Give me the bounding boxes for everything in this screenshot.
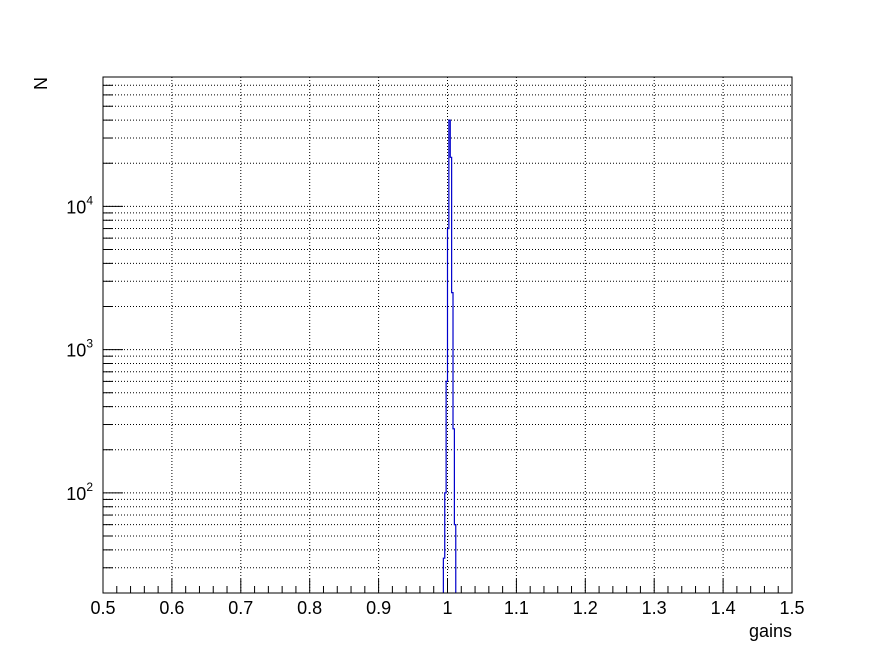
x-tick-label: 1.3 <box>642 598 667 618</box>
y-ticks: 102 103 104 <box>66 76 123 594</box>
x-tick-label: 0.5 <box>90 598 115 618</box>
x-ticks: 0.5 0.6 0.7 0.8 0.9 1 1.1 1.2 1.3 1.4 1.5 <box>90 579 805 618</box>
x-tick-label: 1.1 <box>504 598 529 618</box>
histogram <box>442 119 457 593</box>
x-tick-label: 0.7 <box>228 598 253 618</box>
x-tick-label: 0.6 <box>159 598 184 618</box>
y-axis-title: N <box>31 77 51 90</box>
grid <box>103 76 792 594</box>
x-tick-label: 1.4 <box>711 598 736 618</box>
y-tick-label: 104 <box>66 193 93 217</box>
x-tick-label: 1.5 <box>779 598 804 618</box>
y-tick-label: 102 <box>66 480 93 504</box>
histogram-outline <box>442 119 457 593</box>
x-tick-label: 1 <box>442 598 452 618</box>
x-tick-label: 0.9 <box>366 598 391 618</box>
x-axis-title: gains <box>749 621 792 641</box>
y-tick-label: 103 <box>66 337 93 361</box>
x-tick-label: 1.2 <box>573 598 598 618</box>
x-tick-label: 0.8 <box>297 598 322 618</box>
